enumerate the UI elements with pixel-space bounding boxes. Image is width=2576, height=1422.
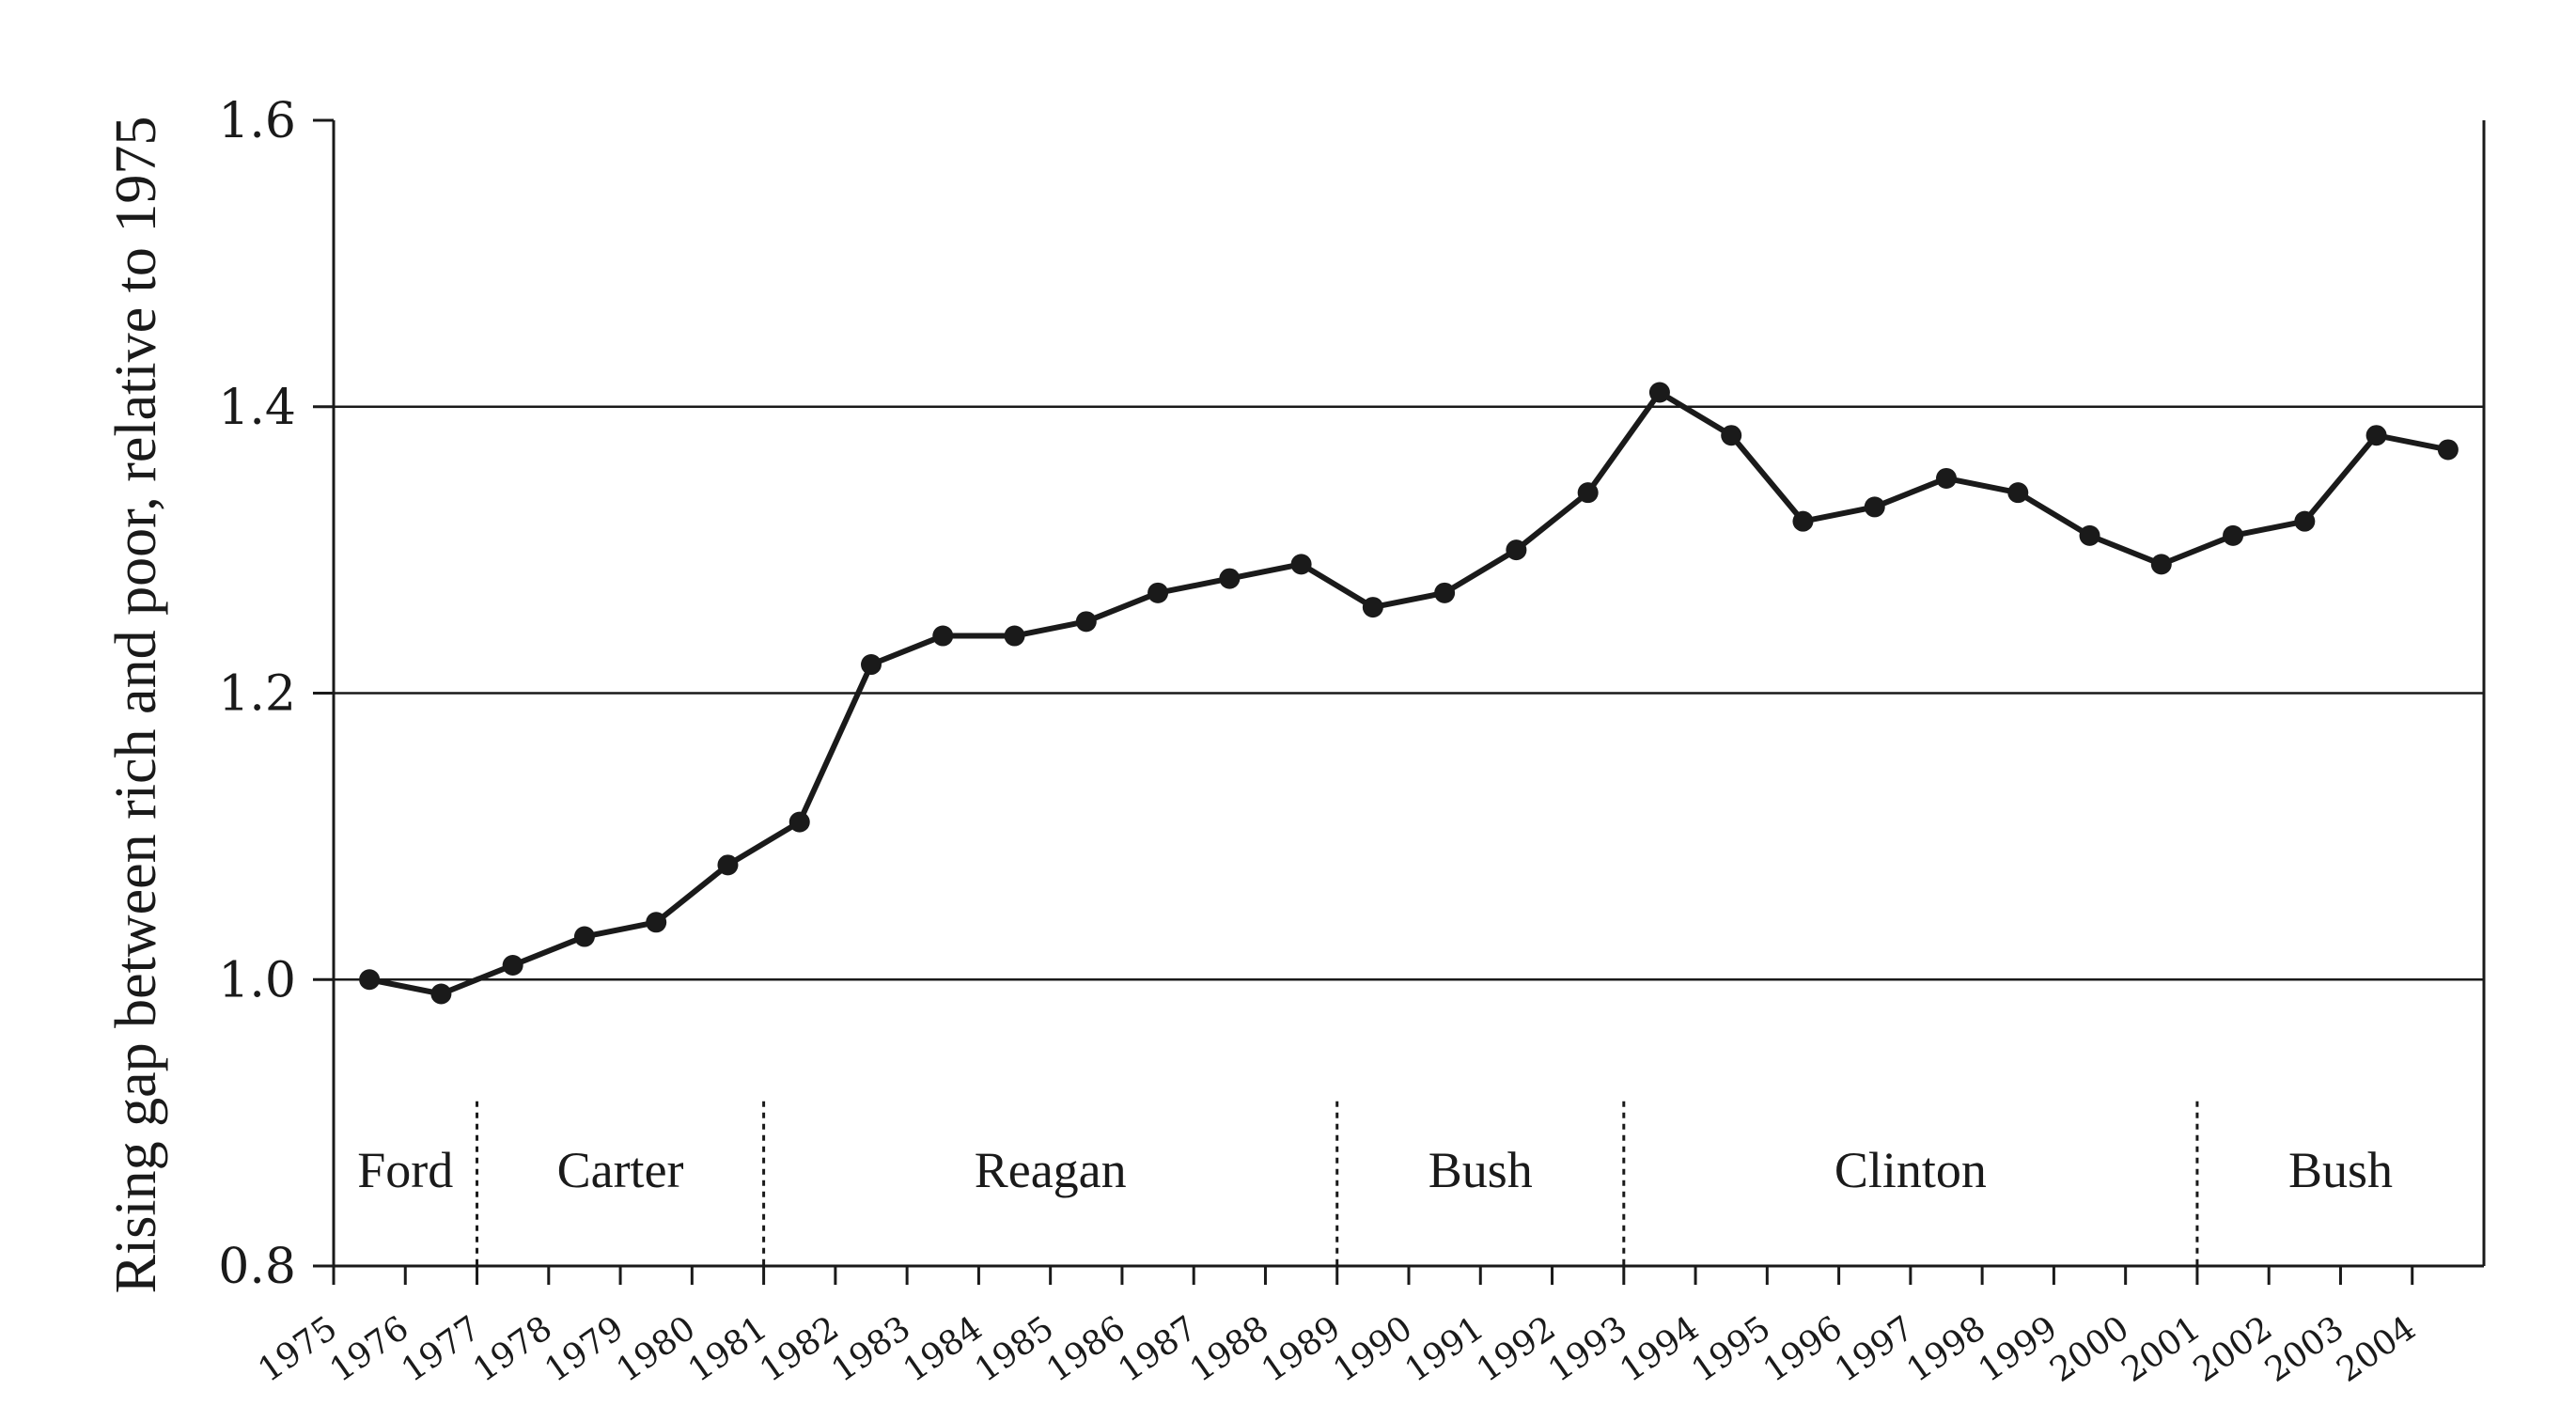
y-tick-label: 0.8	[218, 1239, 296, 1295]
administration-labels: Ford Carter Reagan Bush Clinton Bush	[357, 1142, 2393, 1198]
data-point	[861, 654, 882, 676]
y-tick-label: 1.6	[218, 93, 296, 149]
data-point	[2365, 425, 2387, 446]
data-point	[1075, 611, 1097, 633]
data-point	[1721, 425, 1742, 446]
data-point	[1434, 582, 1456, 603]
administration-label: Bush	[2288, 1142, 2393, 1198]
series-line	[368, 389, 2449, 997]
administration-dividers	[476, 1101, 2199, 1266]
data-point	[1792, 510, 1814, 532]
data-point	[1147, 582, 1169, 603]
y-tick-label: 1.2	[218, 666, 296, 723]
data-point	[502, 955, 523, 977]
administration-label: Carter	[557, 1142, 684, 1198]
data-point	[1004, 625, 1025, 647]
y-ticks: 1.6 1.4 1.2 1.0 0.8	[218, 93, 334, 1295]
data-point	[1362, 597, 1383, 618]
y-tick-label: 1.4	[218, 380, 296, 436]
data-point	[932, 625, 954, 647]
data-series	[359, 382, 2459, 1005]
data-point	[1290, 554, 1312, 575]
data-point	[2150, 554, 2172, 575]
data-point	[717, 854, 739, 876]
data-point	[1219, 568, 1241, 589]
administration-label: Ford	[357, 1142, 453, 1198]
y-axis-label: Rising gap between rich and poor, relati…	[104, 117, 168, 1294]
administration-label: Reagan	[975, 1142, 1127, 1198]
administration-label: Bush	[1429, 1142, 1533, 1198]
y-tick-label: 1.0	[218, 952, 296, 1008]
data-point	[646, 912, 667, 933]
data-point	[1936, 467, 1957, 489]
data-point	[1506, 539, 1527, 561]
gridlines	[334, 405, 2484, 981]
data-point	[573, 926, 595, 947]
data-point	[2007, 482, 2029, 504]
data-point	[359, 969, 381, 991]
data-point	[2223, 524, 2244, 546]
data-point	[1577, 482, 1599, 504]
data-point	[1864, 496, 1885, 518]
data-point	[430, 983, 452, 1005]
data-point	[788, 811, 810, 833]
data-point	[2079, 524, 2100, 546]
data-point	[1648, 382, 1670, 403]
data-point	[2437, 439, 2459, 461]
administration-label: Clinton	[1834, 1142, 1987, 1198]
data-point	[2294, 510, 2316, 532]
